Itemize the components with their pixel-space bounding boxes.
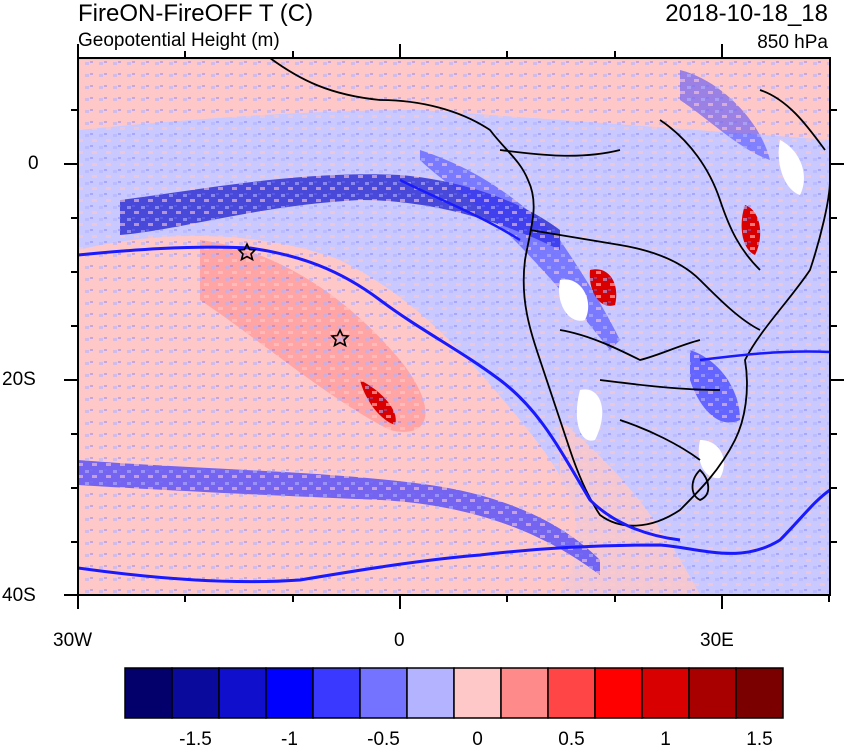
colorbar-swatch xyxy=(594,667,643,719)
colorbar-swatch xyxy=(688,667,737,719)
colorbar-label: -1.5 xyxy=(179,729,212,750)
colorbar-label: 0 xyxy=(472,729,483,750)
colorbar-label: 1 xyxy=(660,729,671,750)
temperature-field xyxy=(78,58,830,595)
geopotential-contours xyxy=(78,178,830,584)
pressure-level-label: 850 hPa xyxy=(757,32,828,53)
colorbar-swatch xyxy=(406,667,455,719)
colorbar-label: -1 xyxy=(281,729,298,750)
colorbar-swatch xyxy=(735,667,784,719)
colorbar-label: 1.5 xyxy=(746,729,773,750)
longitude-ticks xyxy=(77,44,830,609)
latitude-ticks xyxy=(64,109,844,596)
colorbar-label: 0.5 xyxy=(558,729,585,750)
coastline xyxy=(269,58,830,527)
lon-label-30w: 30W xyxy=(53,630,93,651)
lon-label-0: 0 xyxy=(394,630,405,651)
colorbar-label: -0.5 xyxy=(367,729,400,750)
map-title: FireON-FireOFF T (C) xyxy=(78,0,314,27)
colorbar-swatch xyxy=(124,667,173,719)
star-icon xyxy=(237,242,257,262)
colorbar-swatch xyxy=(547,667,596,719)
colorbar-swatch xyxy=(641,667,690,719)
colorbar-swatch xyxy=(171,667,220,719)
colorbar-swatch xyxy=(453,667,502,719)
colorbar-swatch xyxy=(312,667,361,719)
colorbar-swatch xyxy=(218,667,267,719)
map-subtitle: Geopotential Height (m) xyxy=(78,30,280,51)
star-icon xyxy=(330,328,350,348)
colorbar xyxy=(124,667,784,719)
lat-label-0: 0 xyxy=(28,153,39,174)
lon-label-30e: 30E xyxy=(700,630,734,651)
datetime-label: 2018-10-18_18 xyxy=(665,0,828,27)
colorbar-swatch xyxy=(359,667,408,719)
colorbar-swatch xyxy=(265,667,314,719)
lat-label-20s: 20S xyxy=(2,369,36,390)
colorbar-swatch xyxy=(500,667,549,719)
lat-label-40s: 40S xyxy=(2,585,36,606)
